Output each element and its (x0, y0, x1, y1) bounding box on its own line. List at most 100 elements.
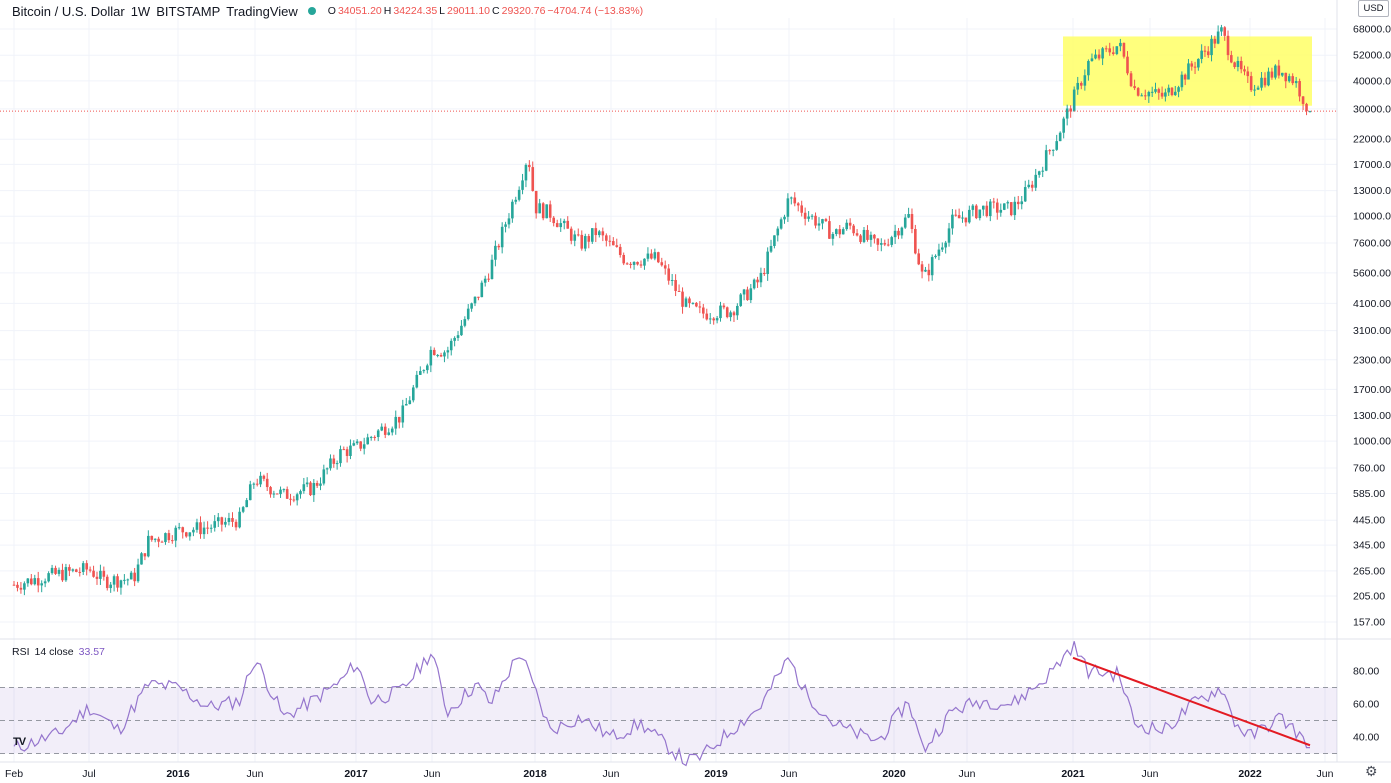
interval-label[interactable]: 1W (130, 3, 151, 19)
candle-body (749, 288, 753, 301)
candle-body (569, 228, 573, 241)
candle-body (16, 584, 19, 588)
candle-body (64, 567, 68, 581)
candle-body (133, 572, 136, 582)
price-axis-label: 345.00 (1353, 540, 1385, 552)
candle-body (917, 253, 921, 265)
candle-body (742, 289, 746, 295)
time-axis-label: Jun (781, 768, 798, 780)
candle-body (975, 205, 978, 219)
candle-body (429, 349, 433, 366)
tradingview-logo-icon[interactable]: TV (13, 736, 26, 748)
candle-body (930, 257, 934, 276)
candle-body (538, 203, 541, 214)
candle-body (796, 203, 800, 206)
time-axis-label: Feb (5, 768, 23, 780)
price-axis-label: 157.00 (1353, 617, 1385, 629)
time-axis-label: Jul (82, 768, 95, 780)
candle-body (1094, 54, 1097, 59)
candle-body (164, 533, 167, 543)
candle-body (140, 553, 143, 565)
candle-body (192, 529, 195, 533)
candle-body (1104, 48, 1108, 50)
candle-body (213, 521, 217, 528)
candle-body (497, 245, 501, 248)
candle-body (238, 511, 241, 528)
candle-body (1233, 62, 1236, 67)
price-axis-label: 17000.00 (1353, 159, 1391, 171)
candle-body (174, 527, 178, 541)
candle-body (1197, 58, 1200, 68)
candle-body (305, 482, 309, 485)
candle-body (705, 313, 709, 320)
candle-body (992, 201, 996, 203)
candle-body (944, 242, 947, 248)
candle-body (1087, 61, 1090, 76)
candle-body (195, 522, 199, 530)
price-axis-label: 760.00 (1353, 462, 1385, 474)
candle-body (376, 430, 380, 438)
candle-body (160, 541, 164, 543)
candle-body (81, 563, 85, 572)
candle-body (289, 498, 292, 500)
candle-body (329, 458, 332, 469)
candle-body (259, 475, 262, 485)
candle-body (968, 209, 971, 223)
candle-body (920, 264, 924, 272)
candle-body (26, 578, 30, 584)
candle-body (1284, 72, 1288, 82)
candle-body (1136, 88, 1140, 96)
candle-body (1160, 92, 1164, 97)
candle-body (900, 227, 904, 236)
candle-body (752, 279, 756, 289)
time-axis-label: 2020 (882, 768, 906, 780)
candle-body (78, 571, 82, 573)
candle-body (605, 235, 608, 241)
candle-body (1030, 184, 1034, 188)
candle-body (708, 318, 712, 320)
candle-body (828, 221, 831, 239)
candle-body (487, 278, 490, 280)
candle-body (736, 305, 739, 316)
candle-body (807, 216, 810, 219)
candle-body (359, 441, 362, 449)
candle-body (866, 229, 869, 240)
candle-body (803, 212, 807, 219)
time-axis-label: 2019 (704, 768, 728, 780)
candle-body (995, 202, 999, 213)
candle-body (36, 578, 40, 586)
candle-body (1115, 46, 1119, 54)
currency-button[interactable]: USD (1358, 0, 1389, 17)
candle-body (1267, 71, 1270, 86)
time-axis-label: 2022 (1238, 768, 1262, 780)
candle-body (224, 521, 227, 525)
candle-body (394, 416, 398, 429)
candle-body (473, 296, 477, 304)
candle-body (408, 400, 412, 405)
candle-body (404, 404, 408, 406)
gear-icon[interactable]: ⚙ (1365, 763, 1378, 779)
candle-body (123, 579, 126, 581)
candle-body (1170, 87, 1174, 96)
candle-body (275, 493, 279, 495)
candle-body (143, 553, 147, 557)
candle-body (490, 259, 494, 280)
candle-body (426, 365, 429, 371)
rsi-legend: RSI 14 close 33.57 (12, 646, 105, 658)
price-axis-label: 265.00 (1353, 565, 1385, 577)
candle-body (1263, 77, 1267, 86)
price-axis-label: 4100.00 (1353, 298, 1391, 310)
rsi-name[interactable]: RSI (12, 646, 30, 658)
candle-body (446, 350, 450, 353)
candle-body (1062, 118, 1065, 133)
candle-body (821, 219, 824, 224)
candle-body (1173, 91, 1177, 96)
symbol-name[interactable]: Bitcoin / U.S. Dollar (12, 3, 125, 19)
candle-body (1150, 91, 1154, 93)
candle-body (677, 290, 681, 292)
candle-body (1006, 202, 1010, 204)
candle-body (667, 268, 670, 281)
candle-body (643, 258, 646, 266)
candle-body (562, 220, 566, 224)
